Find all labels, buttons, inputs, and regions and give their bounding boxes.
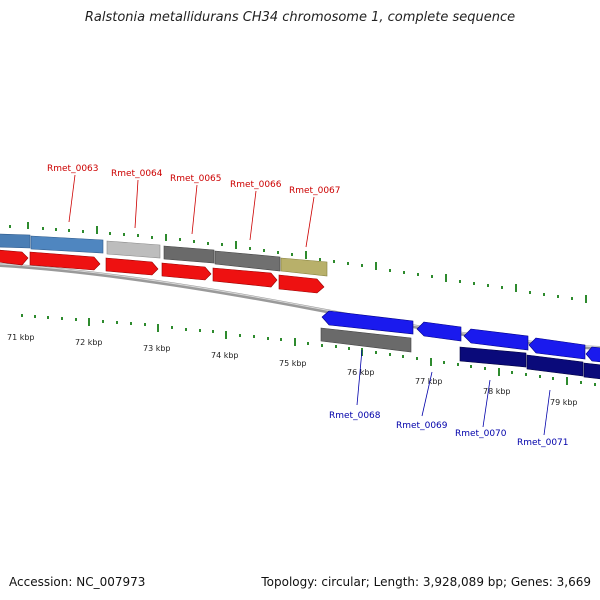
gene-label-rmet-0070[interactable]: Rmet_0070 xyxy=(455,429,507,439)
genome-stats-label: Topology: circular; Length: 3,928,089 bp… xyxy=(261,575,591,589)
gene-box-rmet-0064[interactable] xyxy=(106,240,161,259)
red-gene-arrows xyxy=(0,249,325,294)
gene-label-rmet-0063[interactable]: Rmet_0063 xyxy=(47,164,99,174)
callout-line xyxy=(421,371,433,417)
lower-gene-labels: Rmet_0068 Rmet_0069 Rmet_0070 Rmet_0071 xyxy=(329,411,569,448)
callout-line xyxy=(191,184,198,235)
gene-arrow-red-2[interactable] xyxy=(29,251,101,271)
gene-arrow-red-4[interactable] xyxy=(161,262,212,281)
gene-label-rmet-0069[interactable]: Rmet_0069 xyxy=(396,421,448,431)
kbp-label: 78 kbp xyxy=(483,387,511,396)
gene-box-rmet-0065[interactable] xyxy=(163,245,215,264)
kbp-label: 73 kbp xyxy=(143,344,171,353)
gene-label-rmet-0066[interactable]: Rmet_0066 xyxy=(230,180,282,190)
gene-box-steelblue-1[interactable] xyxy=(0,233,31,249)
callout-line xyxy=(356,349,363,406)
blue-gene-arrows xyxy=(321,310,600,363)
gene-arrow-red-6[interactable] xyxy=(278,274,325,294)
gene-arrow-rmet-0069[interactable] xyxy=(416,321,462,342)
gene-arrow-rmet-0071[interactable] xyxy=(528,337,586,360)
callout-line xyxy=(305,196,315,248)
callout-line xyxy=(134,179,139,229)
gene-arrow-red-5[interactable] xyxy=(212,267,278,288)
gene-box-navy-2[interactable] xyxy=(526,354,584,377)
upper-gene-track xyxy=(0,233,328,277)
gene-arrow-blue-5[interactable] xyxy=(585,346,600,363)
gene-label-rmet-0067[interactable]: Rmet_0067 xyxy=(289,186,341,196)
gene-box-grey-lower[interactable] xyxy=(320,327,412,353)
gene-arrow-rmet-0068[interactable] xyxy=(321,310,414,335)
kbp-label: 77 kbp xyxy=(415,377,443,386)
gene-box-navy-3[interactable] xyxy=(583,362,600,380)
kbp-labels: 71 kbp 72 kbp 73 kbp 74 kbp 75 kbp 76 kb… xyxy=(7,333,578,407)
callout-line xyxy=(543,389,551,436)
kbp-label: 75 kbp xyxy=(279,359,307,368)
callout-line xyxy=(249,190,257,241)
kbp-label: 76 kbp xyxy=(347,368,375,377)
kbp-label: 72 kbp xyxy=(75,338,103,347)
gene-box-rmet-0066[interactable] xyxy=(214,250,281,272)
lower-gene-callouts xyxy=(356,349,551,436)
map-title: Ralstonia metallidurans CH34 chromosome … xyxy=(84,10,516,25)
accession-label: Accession: NC_007973 xyxy=(9,575,146,589)
gene-label-rmet-0065[interactable]: Rmet_0065 xyxy=(170,174,222,184)
upper-gene-labels: Rmet_0063 Rmet_0064 Rmet_0065 Rmet_0066 … xyxy=(47,164,341,196)
kbp-label: 74 kbp xyxy=(211,351,239,360)
callout-line xyxy=(482,379,491,428)
upper-gene-callouts xyxy=(68,174,315,248)
gene-arrow-red-3[interactable] xyxy=(105,257,159,276)
upper-ticks xyxy=(9,222,587,303)
gene-label-rmet-0068[interactable]: Rmet_0068 xyxy=(329,411,381,421)
kbp-label: 71 kbp xyxy=(7,333,35,342)
gene-arrow-red-1[interactable] xyxy=(0,249,29,266)
kbp-label: 79 kbp xyxy=(550,398,578,407)
gene-label-rmet-0064[interactable]: Rmet_0064 xyxy=(111,169,163,179)
gene-box-navy-1[interactable] xyxy=(459,346,527,368)
gene-box-steelblue-2[interactable] xyxy=(30,235,104,254)
lower-ticks xyxy=(21,314,596,386)
callout-line xyxy=(68,174,76,223)
gene-arrow-rmet-0070[interactable] xyxy=(463,328,529,351)
navy-gene-boxes xyxy=(459,346,600,380)
gene-label-rmet-0071[interactable]: Rmet_0071 xyxy=(517,438,569,448)
gene-box-rmet-0067[interactable] xyxy=(280,257,328,277)
